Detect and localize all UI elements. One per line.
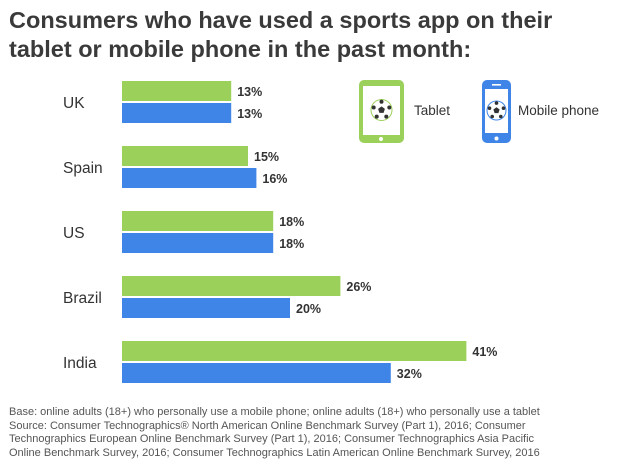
footer-line: Source: Consumer Technographics® North A…	[9, 419, 526, 432]
soccer-ball-icon	[371, 99, 392, 120]
data-label: 16%	[262, 172, 287, 186]
mobile-bar	[122, 298, 290, 318]
phone-speaker	[492, 84, 501, 86]
tablet-bar	[122, 276, 341, 296]
data-label: 13%	[237, 107, 262, 121]
footer-line: Base: online adults (18+) who personally…	[9, 406, 540, 418]
data-label: 32%	[397, 367, 422, 381]
category-label: US	[63, 225, 85, 242]
category-label: UK	[63, 95, 85, 112]
bar-chart: UK 13% 13% Spain 15% 16% US 18% 18% Brazil 26% 20% I…	[63, 80, 599, 383]
data-label: 26%	[346, 280, 371, 294]
chart-footer: Base: online adults (18+) who personally…	[9, 406, 615, 460]
data-label: 18%	[279, 237, 304, 251]
tablet-bar	[122, 211, 274, 231]
footer-line: Online Benchmark Survey, 2016; Consumer …	[9, 446, 540, 459]
tablet-home-button	[379, 137, 383, 141]
mobile-bar	[122, 233, 274, 253]
chart-title: Consumers who have used a sports app on …	[9, 7, 553, 62]
legend-label-tablet: Tablet	[414, 103, 450, 118]
legend-label-mobile: Mobile phone	[518, 103, 599, 118]
tablet-bar	[122, 341, 467, 361]
footer-line: Technographics European Online Benchmark…	[9, 433, 535, 445]
data-label: 15%	[254, 150, 279, 164]
data-label: 41%	[472, 345, 497, 359]
tablet-bar	[122, 81, 232, 101]
tablet-bar	[122, 146, 248, 166]
data-label: 18%	[279, 215, 304, 229]
mobile-bar	[122, 103, 232, 123]
mobile-bar	[122, 363, 391, 383]
phone-home-button	[494, 136, 499, 141]
category-label: Brazil	[63, 290, 102, 307]
soccer-ball-icon	[487, 101, 506, 120]
category-label: India	[63, 355, 97, 372]
category-label: Spain	[63, 160, 103, 177]
data-label: 20%	[296, 302, 321, 316]
data-label: 13%	[237, 85, 262, 99]
mobile-bar	[122, 168, 257, 188]
